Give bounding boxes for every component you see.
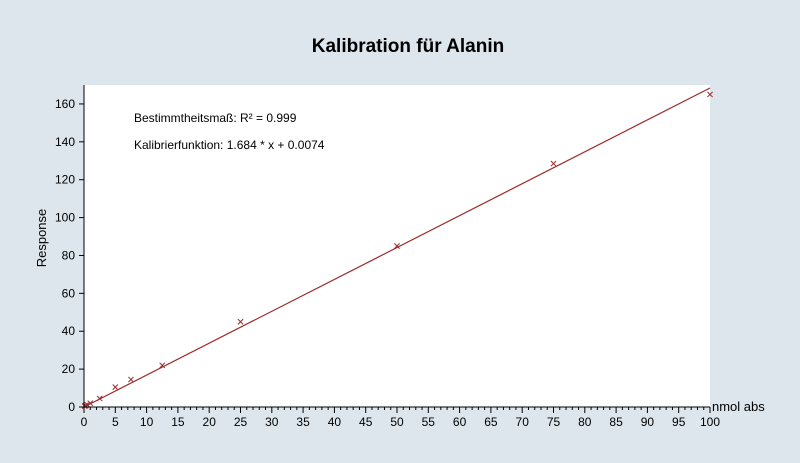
- y-tick-label: 120: [55, 173, 75, 187]
- x-tick-label: 65: [484, 415, 498, 429]
- chart-title: Kalibration für Alanin: [312, 36, 504, 57]
- x-tick-label: 60: [453, 415, 467, 429]
- fit-line: [83, 87, 711, 408]
- data-point: [87, 400, 94, 407]
- x-tick-label: 30: [265, 415, 279, 429]
- data-point: [84, 401, 91, 408]
- x-tick-label: 45: [359, 415, 373, 429]
- x-axis-label: nmol abs: [712, 399, 765, 414]
- x-tick-label: 100: [700, 415, 720, 429]
- x-tick-label: 70: [516, 415, 530, 429]
- data-point: [550, 160, 557, 167]
- x-tick-label: 90: [641, 415, 655, 429]
- x-tick-label: 0: [81, 415, 88, 429]
- data-point: [127, 376, 134, 383]
- data-point: [96, 395, 103, 402]
- y-tick-label: 100: [55, 211, 75, 225]
- ticks-layer: 0 20 40 60 80 100 120 140 160 0 5 10 15 20 25 30 35 40 45 5…: [55, 97, 720, 429]
- data-point-stroke: [159, 362, 166, 369]
- x-tick-label: 5: [112, 415, 119, 429]
- data-point-stroke: [84, 401, 91, 408]
- data-point-stroke: [237, 318, 244, 325]
- x-tick-label: 85: [609, 415, 623, 429]
- x-tick-label: 55: [422, 415, 436, 429]
- x-tick-label: 80: [578, 415, 592, 429]
- y-tick-label: 40: [62, 324, 76, 338]
- annotation-r-squared: Bestimmtheitsmaß: R² = 0.999: [134, 111, 297, 125]
- x-tick-label: 15: [171, 415, 185, 429]
- y-tick-label: 20: [62, 362, 76, 376]
- x-tick-label: 95: [672, 415, 686, 429]
- x-tick-label: 10: [140, 415, 154, 429]
- data-point: [159, 362, 166, 369]
- y-tick-label: 60: [62, 286, 76, 300]
- x-tick-label: 40: [328, 415, 342, 429]
- y-axis-label: Response: [34, 209, 49, 268]
- data-point-stroke: [707, 91, 713, 98]
- annotation-calibration-function: Kalibrierfunktion: 1.684 * x + 0.0074: [134, 138, 325, 152]
- data-point-stroke: [87, 400, 94, 407]
- fit-line-layer: [83, 87, 711, 408]
- x-tick-label: 35: [296, 415, 310, 429]
- y-tick-label: 160: [55, 97, 75, 111]
- data-point-stroke: [112, 384, 119, 391]
- data-point: [237, 318, 244, 325]
- data-point-stroke: [127, 376, 134, 383]
- x-tick-label: 50: [390, 415, 404, 429]
- x-tick-label: 75: [547, 415, 561, 429]
- data-point: [707, 91, 713, 98]
- y-tick-label: 140: [55, 135, 75, 149]
- data-point: [394, 243, 400, 249]
- data-point-stroke: [550, 160, 557, 167]
- y-tick-label: 80: [62, 248, 76, 262]
- y-tick-label: 0: [68, 400, 75, 414]
- data-points-layer: [81, 91, 713, 410]
- x-tick-label: 25: [234, 415, 248, 429]
- data-point: [112, 384, 119, 391]
- x-tick-label: 20: [203, 415, 217, 429]
- data-point-stroke: [96, 395, 103, 402]
- data-point-stroke: [394, 243, 400, 249]
